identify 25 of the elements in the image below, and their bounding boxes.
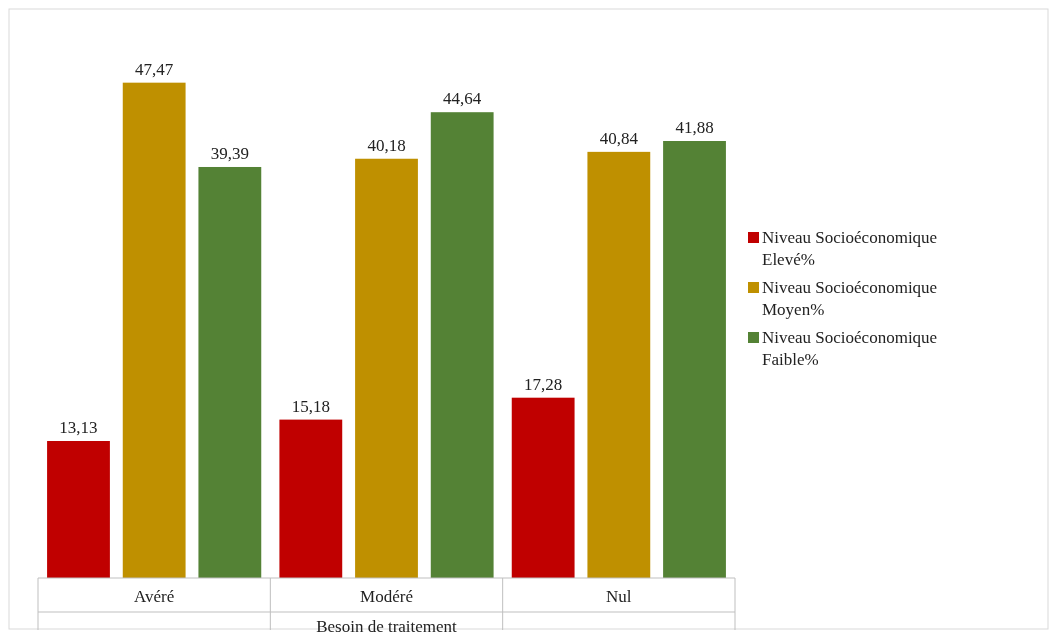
- x-tick-label: Nul: [606, 587, 632, 606]
- legend-label: Niveau Socioéconomique Elevé%: [762, 228, 938, 269]
- bar: [122, 82, 186, 578]
- data-label: 40,84: [599, 128, 639, 148]
- x-axis-title: Besoin de traitement: [316, 617, 458, 636]
- data-label: 47,47: [135, 59, 174, 79]
- bar: [511, 397, 575, 578]
- legend-label: Niveau Socioéconomique Moyen%: [762, 278, 938, 319]
- data-label: 15,18: [291, 396, 330, 416]
- bar: [355, 158, 418, 578]
- bar: [198, 166, 262, 578]
- bar: [430, 112, 494, 578]
- bar: [663, 141, 726, 578]
- legend-label: Niveau Socioéconomique Faible%: [762, 328, 938, 369]
- bar: [279, 419, 343, 578]
- x-tick-label: Modéré: [360, 587, 413, 606]
- bar: [47, 441, 110, 578]
- data-label: 44,64: [443, 89, 482, 109]
- data-label: 40,18: [367, 135, 406, 155]
- data-label: 41,88: [675, 118, 714, 137]
- x-tick-label: Avéré: [134, 587, 175, 606]
- data-label: 39,39: [210, 143, 249, 163]
- bar: [587, 151, 651, 578]
- data-label: 17,28: [524, 374, 563, 394]
- data-label: 13,13: [59, 417, 98, 437]
